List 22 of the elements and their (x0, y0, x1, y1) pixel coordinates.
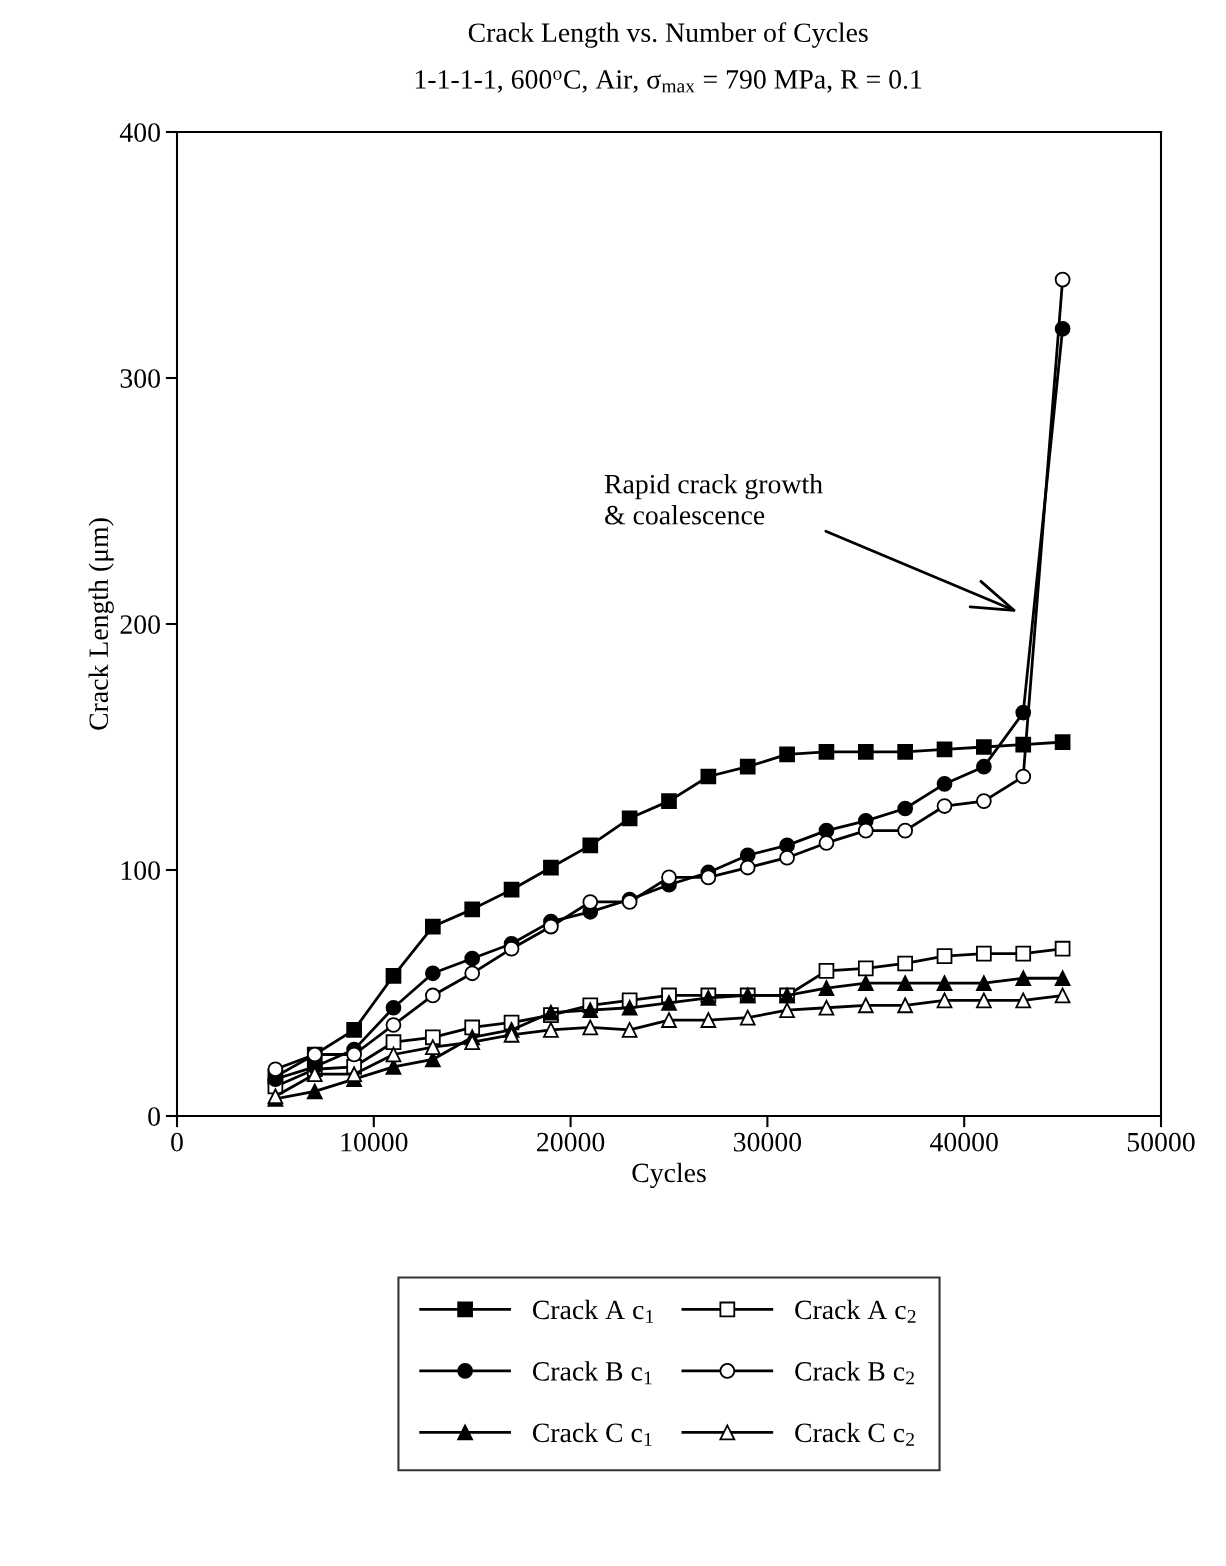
legend-label: Crack C c$_{1}$ (532, 1422, 652, 1446)
x-tick-label: 10000 (341, 1132, 408, 1152)
y-tick-label: 300 (120, 369, 160, 388)
x-tick-label: 50000 (1127, 1132, 1195, 1152)
y-axis-title: Crack Length (μm) (88, 518, 114, 730)
legend-label: Crack A c$_{1}$ (532, 1299, 654, 1323)
legend-label: Crack C c$_{2}$ (795, 1422, 914, 1446)
y-tick-label: 200 (120, 615, 160, 634)
chart-subtitle: 1-1-1-1, 600$^{o}$C, Air, σ$_{max}$ = 790 MPa, R = 0.1 (415, 70, 922, 93)
y-tick-label: 100 (121, 861, 160, 880)
y-tick-label: 0 (148, 1107, 160, 1126)
legend-label: Crack B c$_{2}$ (795, 1361, 914, 1385)
x-tick-label: 40000 (930, 1132, 998, 1152)
x-tick-label: 20000 (537, 1132, 605, 1152)
annotation: Rapid crack growth & coalescence (604, 474, 823, 525)
legend-label: Crack A c$_{2}$ (795, 1299, 916, 1323)
chart-title: Crack Length vs. Number of Cycles (468, 22, 868, 48)
legend-label: Crack B c$_{1}$ (532, 1361, 652, 1385)
x-axis-title: Cycles (632, 1162, 706, 1188)
x-tick-label: 30000 (734, 1132, 802, 1152)
y-tick-label: 400 (119, 123, 160, 142)
x-tick-label: 0 (171, 1132, 183, 1152)
